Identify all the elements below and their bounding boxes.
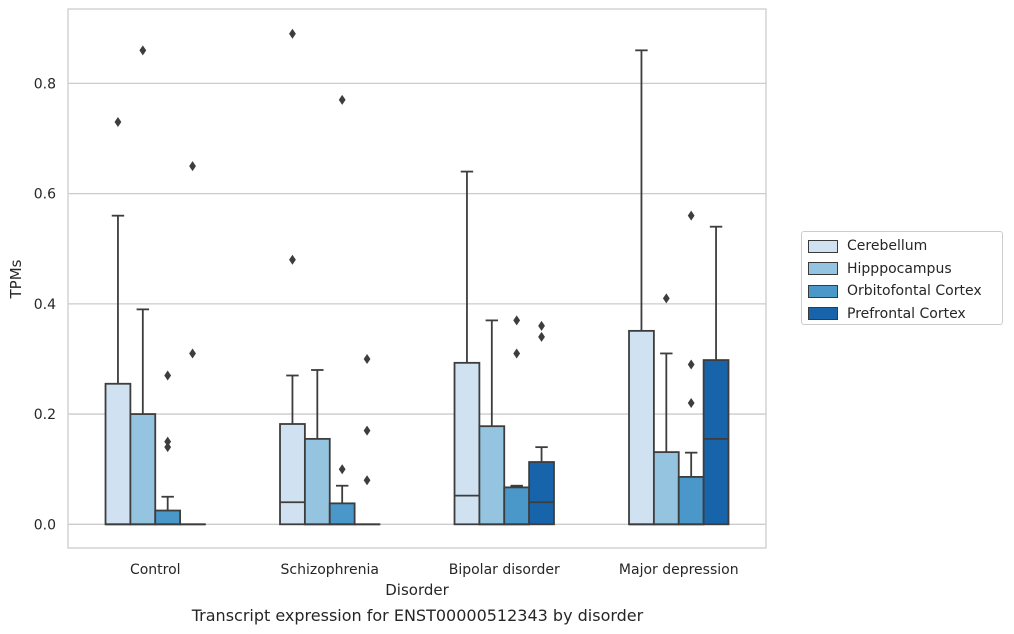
box	[453, 361, 481, 526]
outlier-point	[687, 210, 695, 221]
box	[303, 437, 331, 526]
legend-swatch	[808, 307, 838, 321]
box	[129, 413, 157, 526]
x-axis-title: Disorder	[385, 581, 449, 599]
legend: Cerebellum Hipppocampus Orbitofontal Corte…	[801, 231, 1003, 325]
outlier-point	[338, 94, 346, 105]
box	[478, 425, 506, 526]
x-axis-ticks: Control Schizophrenia Bipolar disorder Majo…	[130, 562, 739, 578]
outlier-point	[164, 370, 172, 381]
box	[702, 359, 730, 526]
box-group	[279, 28, 306, 526]
legend-label: Orbitofontal Cortex	[847, 283, 982, 300]
outlier-point	[363, 475, 371, 486]
legend-item: Prefrontal Cortex	[808, 303, 996, 326]
box-group	[652, 293, 680, 526]
outlier-point	[164, 442, 172, 453]
y-tick-label: 0.4	[34, 297, 56, 313]
box-group	[303, 369, 331, 526]
outlier-point	[189, 348, 196, 359]
y-tick-label: 0.0	[34, 517, 56, 533]
box-group	[478, 319, 506, 526]
box-group	[503, 315, 531, 526]
chart-caption: Transcript expression for ENST0000051234…	[191, 606, 644, 625]
legend-label: Hipppocampus	[847, 260, 952, 277]
box	[503, 486, 531, 526]
legend-item: Hipppocampus	[808, 258, 996, 281]
y-axis-ticks: 0.0 0.2 0.4 0.6 0.8	[34, 76, 56, 533]
box	[677, 476, 705, 526]
outlier-point	[289, 254, 296, 265]
box-group	[104, 116, 132, 526]
outlier-point	[114, 116, 122, 127]
box-group	[528, 320, 555, 526]
outlier-point	[189, 161, 196, 172]
y-tick-label: 0.8	[34, 76, 56, 92]
outlier-point	[513, 348, 521, 359]
box-group	[179, 161, 206, 526]
outlier-point	[687, 359, 695, 370]
box-group	[628, 49, 655, 526]
box-group	[453, 170, 481, 526]
x-tick-label: Control	[130, 562, 181, 578]
legend-item: Cerebellum	[808, 235, 996, 258]
box	[528, 461, 555, 526]
x-tick-label: Major depression	[619, 562, 739, 578]
outlier-point	[139, 45, 147, 56]
y-axis-title: TPMs	[7, 259, 25, 299]
outlier-point	[538, 331, 545, 342]
outlier-point	[363, 425, 371, 436]
outlier-point	[363, 353, 371, 364]
plot-area-frame	[67, 8, 767, 549]
x-tick-label: Schizophrenia	[281, 562, 379, 578]
box	[279, 423, 306, 526]
legend-label: Cerebellum	[847, 238, 928, 255]
legend-item: Orbitofontal Cortex	[808, 280, 996, 303]
outlier-point	[338, 464, 346, 475]
legend-swatch	[808, 239, 838, 253]
legend-swatch	[808, 284, 838, 298]
box-group	[702, 225, 730, 526]
box	[328, 502, 356, 526]
outlier-point	[687, 398, 695, 409]
box	[104, 382, 132, 526]
box	[628, 329, 655, 526]
legend-swatch	[808, 262, 838, 276]
box-group	[129, 45, 157, 526]
box-group	[328, 94, 356, 526]
y-tick-label: 0.2	[34, 407, 56, 423]
box	[154, 509, 182, 526]
outlier-point	[164, 436, 172, 447]
y-tick-label: 0.6	[34, 187, 56, 203]
x-tick-label: Bipolar disorder	[449, 562, 560, 578]
outlier-point	[662, 293, 670, 304]
box-group	[353, 353, 381, 526]
box-group	[154, 370, 182, 526]
outlier-point	[513, 315, 521, 326]
box-group	[677, 210, 705, 526]
legend-label: Prefrontal Cortex	[847, 305, 966, 322]
box	[652, 451, 680, 526]
box-series	[104, 28, 730, 526]
outlier-point	[289, 28, 296, 39]
outlier-point	[538, 320, 545, 331]
